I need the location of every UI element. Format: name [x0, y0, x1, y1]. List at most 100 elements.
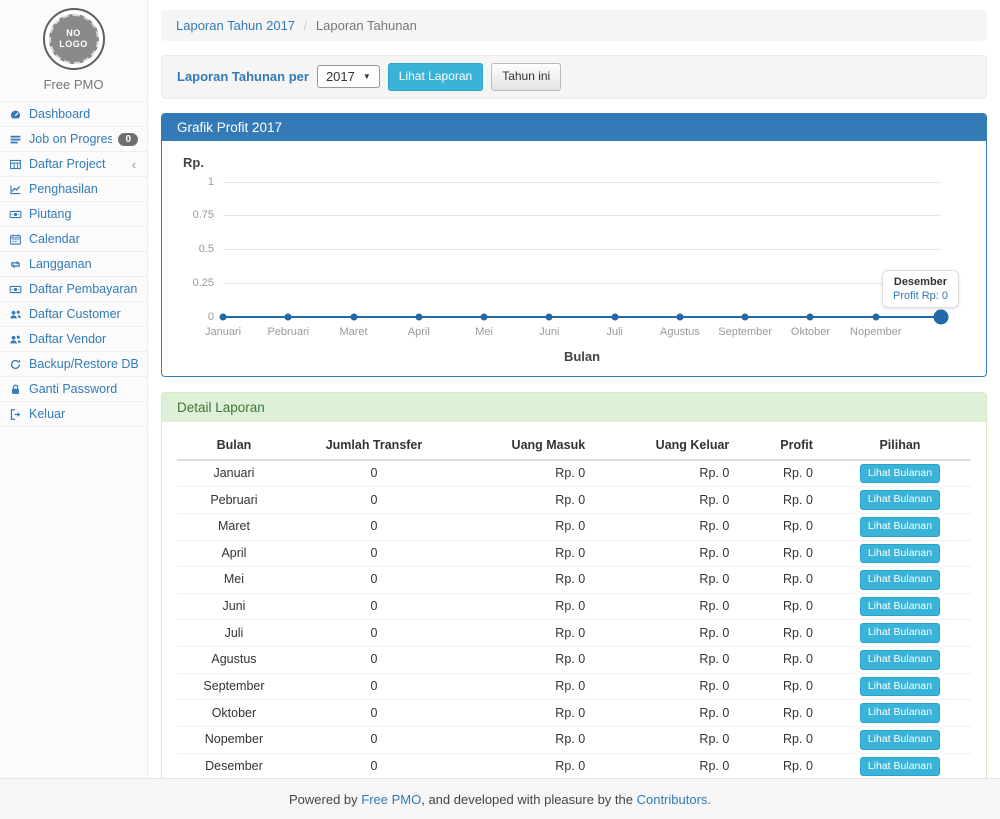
data-point-januari[interactable] [219, 313, 227, 321]
tahun-ini-button[interactable]: Tahun ini [491, 63, 562, 91]
table-row: Juni 0 Rp. 0 Rp. 0 Rp. 0 Lihat Bulanan [177, 593, 971, 621]
cell-profit: Rp. 0 [745, 753, 829, 778]
cell-profit: Rp. 0 [745, 699, 829, 727]
table-row: Januari 0 Rp. 0 Rp. 0 Rp. 0 Lihat Bulanan [177, 459, 971, 488]
table-row: Mei 0 Rp. 0 Rp. 0 Rp. 0 Lihat Bulanan [177, 566, 971, 594]
sidebar-item-calendar[interactable]: Calendar [0, 226, 147, 251]
cell-pilihan: Lihat Bulanan [828, 646, 971, 674]
data-point-maret[interactable] [350, 313, 358, 321]
chart-gridline [223, 249, 941, 251]
data-point-september[interactable] [741, 313, 749, 321]
users-icon [9, 333, 23, 346]
sidebar-item-daftar-project[interactable]: Daftar Project ‹ [0, 151, 147, 176]
x-axis-tick: Agustus [660, 325, 700, 338]
data-point-desember[interactable] [933, 309, 949, 325]
data-point-agustus[interactable] [676, 313, 684, 321]
cell-bulan: Juni [177, 593, 291, 621]
cell-pilihan: Lihat Bulanan [828, 513, 971, 541]
lihat-bulanan-button[interactable]: Lihat Bulanan [859, 596, 941, 617]
cell-profit: Rp. 0 [745, 513, 829, 541]
lihat-laporan-button[interactable]: Lihat Laporan [387, 63, 484, 91]
y-axis-tick: 0.75 [192, 209, 214, 222]
chart-panel-title: Grafik Profit 2017 [162, 113, 986, 141]
data-point-nopember[interactable] [872, 313, 880, 321]
sidebar-item-label: Daftar Customer [29, 307, 121, 321]
cell-uang-masuk: Rp. 0 [457, 486, 602, 514]
chart-tooltip: Desember Profit Rp: 0 [881, 269, 959, 308]
lihat-bulanan-button[interactable]: Lihat Bulanan [859, 463, 941, 484]
y-axis-tick: 0.25 [192, 276, 214, 289]
chevron-down-icon: ▼ [362, 72, 371, 82]
cell-bulan: September [177, 673, 291, 701]
column-header: Jumlah Transfer [290, 433, 458, 461]
sidebar-item-label: Piutang [29, 207, 72, 221]
cell-bulan: Oktober [177, 699, 291, 727]
table-row: April 0 Rp. 0 Rp. 0 Rp. 0 Lihat Bulanan [177, 540, 971, 568]
lihat-bulanan-button[interactable]: Lihat Bulanan [859, 730, 941, 750]
sidebar-item-daftar-pembayaran[interactable]: Daftar Pembayaran [0, 276, 147, 301]
cell-jumlah-transfer: 0 [290, 673, 458, 701]
sidebar-item-backup-restore-db[interactable]: Backup/Restore DB [0, 351, 147, 376]
users-icon [9, 308, 23, 321]
cell-profit: Rp. 0 [745, 540, 829, 568]
cell-pilihan: Lihat Bulanan [828, 486, 971, 514]
refresh-icon [9, 358, 23, 371]
cell-uang-keluar: Rp. 0 [601, 566, 746, 594]
x-axis-tick: Pebruari [267, 325, 310, 338]
sidebar-item-dashboard[interactable]: Dashboard [0, 101, 147, 126]
lihat-bulanan-button[interactable]: Lihat Bulanan [859, 516, 941, 537]
cell-pilihan: Lihat Bulanan [828, 753, 971, 778]
data-point-april[interactable] [415, 313, 423, 321]
filter-label: Laporan Tahunan per [177, 69, 309, 85]
cell-uang-masuk: Rp. 0 [457, 673, 602, 701]
lihat-bulanan-button[interactable]: Lihat Bulanan [859, 490, 941, 510]
line-chart-icon [9, 183, 23, 196]
x-axis-tick: Juli [606, 325, 623, 338]
lihat-bulanan-button[interactable]: Lihat Bulanan [859, 623, 941, 644]
sidebar-item-piutang[interactable]: Piutang [0, 201, 147, 226]
sidebar-item-job-on-progress[interactable]: Job on Progress 0 [0, 126, 147, 151]
sidebar-item-daftar-vendor[interactable]: Daftar Vendor [0, 326, 147, 351]
sidebar-item-ganti-password[interactable]: Ganti Password [0, 376, 147, 401]
breadcrumb-link[interactable]: Laporan Tahun 2017 [176, 18, 296, 33]
table-row: Juli 0 Rp. 0 Rp. 0 Rp. 0 Lihat Bulanan [177, 619, 971, 648]
year-select[interactable]: 2017 ▼ [316, 65, 380, 89]
data-point-oktober[interactable] [806, 313, 814, 321]
cell-bulan: Maret [177, 513, 291, 541]
sidebar-item-keluar[interactable]: Keluar [0, 401, 147, 427]
lihat-bulanan-button[interactable]: Lihat Bulanan [859, 570, 941, 590]
table-row: Oktober 0 Rp. 0 Rp. 0 Rp. 0 Lihat Bulanan [177, 699, 971, 727]
lihat-bulanan-button[interactable]: Lihat Bulanan [859, 756, 941, 777]
cell-jumlah-transfer: 0 [290, 646, 458, 674]
report-table-body: Januari 0 Rp. 0 Rp. 0 Rp. 0 Lihat Bulanan Pebr… [177, 459, 971, 778]
cell-bulan: Juli [177, 619, 291, 648]
data-point-mei[interactable] [480, 313, 488, 321]
lihat-bulanan-button[interactable]: Lihat Bulanan [859, 676, 941, 697]
cell-profit: Rp. 0 [745, 646, 829, 674]
tooltip-title: Desember [893, 275, 948, 288]
y-axis-tick: 0 [207, 310, 214, 323]
cell-bulan: Nopember [177, 726, 291, 754]
y-axis-tick: 0.5 [198, 243, 214, 256]
footer-text: Powered by Free PMO, and developed with … [289, 792, 711, 807]
sidebar-item-penghasilan[interactable]: Penghasilan [0, 176, 147, 201]
lihat-bulanan-button[interactable]: Lihat Bulanan [859, 703, 941, 723]
cell-profit: Rp. 0 [745, 726, 829, 754]
breadcrumb-separator: / [303, 18, 308, 33]
free-pmo-link[interactable]: Free PMO [361, 791, 422, 807]
column-header: Uang Masuk [457, 433, 602, 461]
sidebar-item-daftar-customer[interactable]: Daftar Customer [0, 301, 147, 326]
lihat-bulanan-button[interactable]: Lihat Bulanan [859, 543, 941, 564]
lihat-bulanan-button[interactable]: Lihat Bulanan [859, 650, 941, 670]
sidebar-item-langganan[interactable]: Langganan [0, 251, 147, 276]
cell-bulan: Desember [177, 753, 291, 778]
cell-uang-keluar: Rp. 0 [601, 699, 746, 727]
breadcrumb: Laporan Tahun 2017 / Laporan Tahunan [161, 10, 987, 41]
contributors-link[interactable]: Contributors. [636, 791, 712, 807]
cell-uang-keluar: Rp. 0 [601, 593, 746, 621]
data-point-juni[interactable] [545, 313, 553, 321]
data-point-juli[interactable] [611, 313, 619, 321]
brand-name: Free PMO [43, 77, 104, 92]
data-point-pebruari[interactable] [284, 313, 292, 321]
cell-pilihan: Lihat Bulanan [828, 566, 971, 594]
